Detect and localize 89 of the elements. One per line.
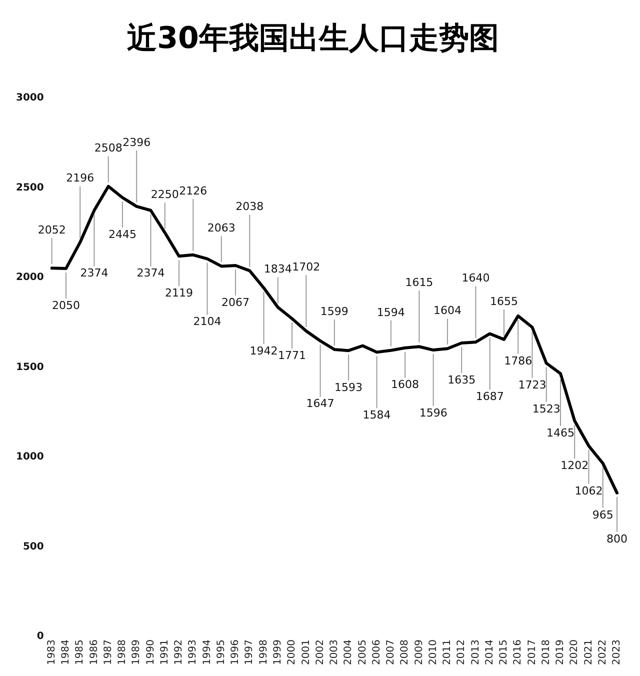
x-tick-label: 2013	[470, 640, 482, 666]
data-label: 1786	[504, 354, 532, 368]
y-tick-label: 2500	[16, 182, 44, 194]
x-tick-label: 1991	[159, 640, 170, 666]
x-tick-label: 2008	[400, 640, 411, 666]
data-label: 1942	[250, 344, 278, 358]
data-label: 2126	[179, 184, 208, 198]
data-label: 2250	[150, 188, 179, 201]
data-label: 2196	[66, 172, 94, 185]
data-label: 1635	[448, 373, 476, 386]
data-label: 1594	[376, 306, 405, 319]
x-tick-label: 1988	[117, 640, 128, 666]
data-label: 1465	[546, 426, 574, 440]
data-label: 1584	[362, 408, 391, 422]
y-tick-label: 3000	[16, 92, 44, 104]
x-tick-label: 2005	[357, 640, 368, 666]
x-tick-label: 1992	[174, 640, 185, 666]
x-tick-label: 2021	[583, 640, 594, 666]
data-label: 1202	[560, 459, 589, 472]
x-tick-label: 2004	[343, 640, 354, 666]
x-tick-label: 1996	[230, 640, 242, 666]
data-label: 2396	[122, 136, 151, 149]
x-tick-label: 2012	[456, 640, 468, 666]
x-tick-label: 2018	[540, 640, 552, 666]
x-tick-label: 1984	[60, 640, 72, 666]
y-tick-label: 500	[22, 541, 44, 552]
x-tick-label: 2003	[329, 640, 340, 666]
chart-title: 近30年我国出生人口走势图	[127, 20, 499, 56]
data-label: 1523	[532, 402, 560, 416]
data-label: 1062	[574, 484, 603, 498]
data-label: 2063	[207, 222, 236, 235]
data-label: 1593	[334, 380, 363, 394]
data-label: 1640	[462, 272, 490, 284]
data-label: 2050	[52, 298, 80, 312]
x-tick-label: 1995	[216, 640, 227, 666]
x-tick-label: 1997	[244, 640, 256, 666]
y-tick-label: 1500	[16, 362, 44, 373]
data-label: 1723	[518, 378, 546, 392]
x-tick-label: 2000	[286, 640, 298, 666]
data-label: 2119	[164, 286, 193, 300]
data-label: 1599	[320, 304, 348, 318]
x-tick-label: 2009	[414, 640, 425, 666]
x-tick-label: 2016	[512, 640, 524, 666]
y-tick-label: 1000	[16, 452, 44, 463]
x-tick-label: 2023	[612, 640, 623, 666]
x-tick-label: 1986	[88, 640, 100, 666]
data-label: 1604	[433, 304, 462, 317]
x-tick-label: 2015	[498, 640, 510, 666]
x-tick-label: 2020	[569, 640, 580, 666]
x-tick-label: 2022	[597, 640, 608, 666]
data-label: 1647	[306, 397, 334, 410]
data-label: 1702	[292, 260, 320, 274]
data-label: 2038	[236, 200, 264, 214]
x-tick-label: 1983	[46, 640, 58, 666]
data-label: 2104	[193, 315, 222, 328]
x-tick-label: 2007	[386, 640, 397, 666]
x-tick-label: 1993	[188, 640, 199, 666]
x-tick-label: 1994	[202, 640, 213, 666]
data-label: 1596	[419, 406, 448, 420]
x-tick-label: 1999	[272, 640, 284, 666]
data-label: 1655	[490, 294, 518, 308]
data-label: 800	[606, 532, 628, 546]
x-tick-label: 2010	[428, 640, 439, 666]
x-tick-label: 2017	[526, 640, 538, 666]
data-label: 2508	[94, 142, 122, 155]
x-tick-label: 2001	[300, 640, 312, 666]
x-tick-label: 1998	[258, 640, 270, 666]
data-label: 1834	[264, 262, 292, 276]
y-tick-label: 0	[36, 631, 44, 642]
data-label: 965	[592, 508, 614, 522]
x-tick-label: 1987	[102, 640, 114, 666]
data-label: 1771	[278, 348, 306, 362]
x-tick-label: 2019	[555, 640, 566, 666]
data-label: 2374	[80, 266, 108, 280]
y-tick-label: 2000	[16, 272, 44, 284]
data-label: 2445	[108, 228, 136, 241]
data-label: 1615	[405, 276, 434, 289]
x-tick-label: 1989	[131, 640, 142, 666]
x-tick-label: 2014	[484, 640, 496, 666]
x-tick-label: 1990	[145, 640, 156, 666]
data-label: 2067	[222, 296, 250, 309]
data-label: 2374	[136, 266, 165, 280]
data-label: 1608	[391, 378, 420, 392]
x-tick-label: 2011	[442, 640, 454, 666]
x-tick-label: 1985	[74, 640, 86, 666]
x-tick-label: 2006	[371, 640, 382, 666]
x-tick-label: 2002	[314, 640, 326, 666]
data-label: 1687	[476, 390, 504, 404]
data-label: 2052	[38, 224, 66, 237]
